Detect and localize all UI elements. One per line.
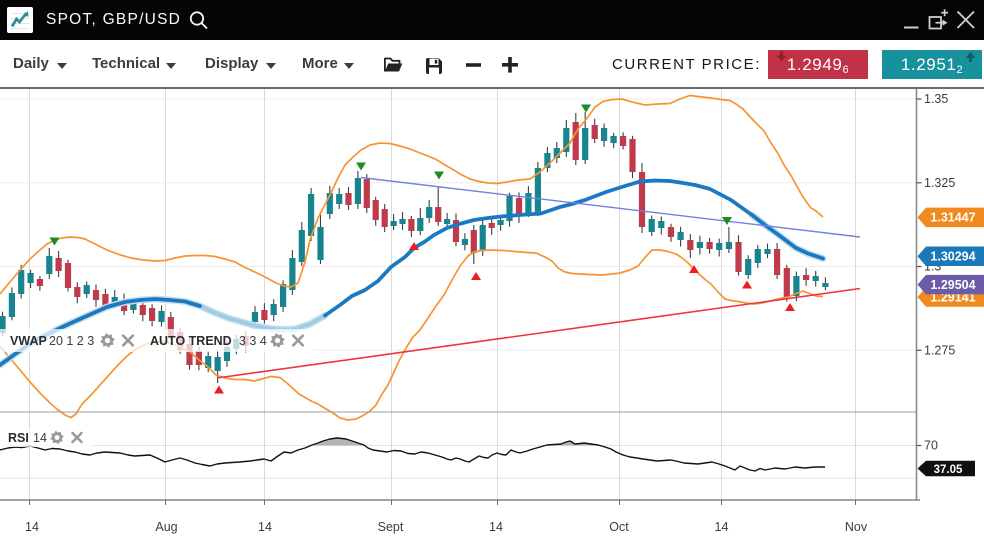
svg-text:1.30294: 1.30294 bbox=[930, 250, 975, 264]
svg-text:1.29504: 1.29504 bbox=[930, 278, 975, 292]
svg-text:1.35: 1.35 bbox=[924, 92, 948, 106]
svg-text:37.05: 37.05 bbox=[934, 464, 963, 476]
svg-text:AUTO TREND: AUTO TREND bbox=[150, 334, 232, 348]
svg-text:Nov: Nov bbox=[845, 520, 868, 534]
svg-text:3 3 4: 3 3 4 bbox=[239, 334, 267, 348]
svg-text:20 1 2 3: 20 1 2 3 bbox=[49, 334, 94, 348]
svg-text:14: 14 bbox=[715, 520, 729, 534]
svg-text:Aug: Aug bbox=[155, 520, 177, 534]
svg-text:1.31447: 1.31447 bbox=[930, 211, 975, 225]
svg-text:RSI: RSI bbox=[8, 431, 29, 445]
svg-text:14: 14 bbox=[258, 520, 272, 534]
svg-text:1.275: 1.275 bbox=[924, 344, 955, 358]
svg-text:14: 14 bbox=[33, 431, 47, 445]
svg-text:14: 14 bbox=[25, 520, 39, 534]
svg-text:Oct: Oct bbox=[609, 520, 629, 534]
svg-text:VWAP: VWAP bbox=[10, 334, 47, 348]
svg-text:70: 70 bbox=[924, 439, 938, 453]
svg-text:14: 14 bbox=[489, 520, 503, 534]
svg-text:1.325: 1.325 bbox=[924, 176, 955, 190]
svg-text:Sept: Sept bbox=[378, 520, 404, 534]
